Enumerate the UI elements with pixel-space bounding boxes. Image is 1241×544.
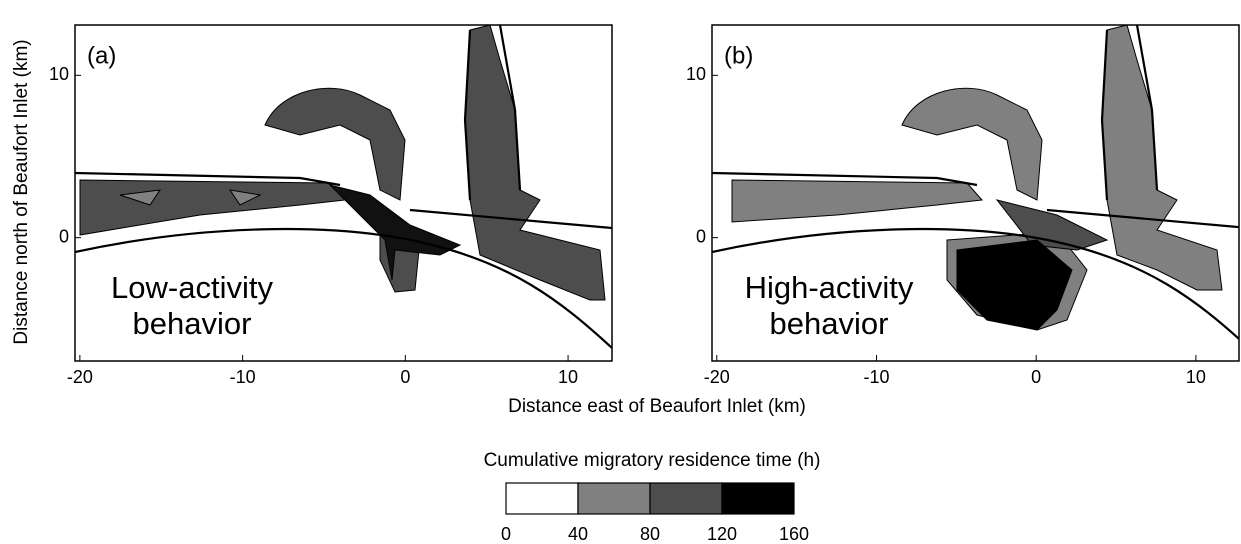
x-tick-label: 10 <box>558 367 578 387</box>
y-tick-label: 10 <box>49 64 69 84</box>
x-tick-label: -20 <box>67 367 93 387</box>
panel-label: (a) <box>87 42 116 69</box>
x-tick-label: -10 <box>230 367 256 387</box>
colorbar-bin <box>505 482 579 515</box>
annotation: Low-activity <box>111 270 273 305</box>
colorbar-tick-label: 80 <box>640 524 660 544</box>
y-tick-label: 0 <box>59 226 69 246</box>
annotation: behavior <box>770 306 889 341</box>
map-b <box>712 25 1239 341</box>
colorbar-title: Cumulative migratory residence time (h) <box>484 450 821 471</box>
colorbar-bin <box>721 482 795 515</box>
colorbar-tick-label: 120 <box>707 524 737 544</box>
y-tick-label: 10 <box>686 64 706 84</box>
x-tick-label: 0 <box>400 367 410 387</box>
colorbar-tick-label: 40 <box>568 524 588 544</box>
annotation: High-activity <box>745 270 914 305</box>
colorbar-tick-label: 0 <box>501 524 511 544</box>
colorbar-bin <box>649 482 723 515</box>
y-axis-label: Distance north of Beaufort Inlet (km) <box>11 39 32 344</box>
x-tick-label: -20 <box>704 367 730 387</box>
x-axis-label: Distance east of Beaufort Inlet (km) <box>508 396 806 417</box>
plot-frame <box>711 24 1240 362</box>
colorbar-bin <box>577 482 651 515</box>
panel-label: (b) <box>724 42 753 69</box>
map-a <box>75 25 612 349</box>
annotation: behavior <box>133 306 252 341</box>
plot-frame <box>74 24 613 362</box>
x-tick-label: 0 <box>1031 367 1041 387</box>
x-tick-label: 10 <box>1186 367 1206 387</box>
y-tick-label: 0 <box>696 226 706 246</box>
colorbar-tick-label: 160 <box>779 524 809 544</box>
x-tick-label: -10 <box>863 367 889 387</box>
